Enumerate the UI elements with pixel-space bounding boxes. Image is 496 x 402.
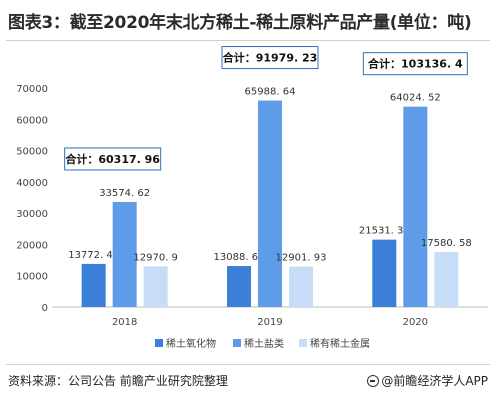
total-callout-text: 合计：103136. 4 [368, 57, 463, 71]
legend-swatch [233, 339, 241, 347]
legend-label: 稀土盐类 [244, 337, 284, 350]
brand-text: @前瞻经济学人APP [381, 374, 488, 388]
legend-label: 稀有稀土金属 [310, 337, 370, 350]
total-callout-label: 合计： [65, 152, 98, 166]
x-tick-label: 2019 [257, 317, 282, 328]
bar-chart: 0 10000 20000 30000 40000 50000 60000 70000 2018… [16, 46, 488, 350]
total-callout-box [221, 46, 319, 70]
y-tick-label: 10000 [16, 272, 48, 283]
bar [289, 266, 313, 307]
x-tick-label: 2018 [112, 317, 137, 328]
data-label: 12901. 93 [276, 253, 327, 264]
total-callout-value: 60317. 96 [98, 153, 160, 166]
legend-label: 稀土氧化物 [166, 337, 216, 350]
y-tick-label: 0 [42, 303, 48, 314]
total-callout-value: 91979. 23 [256, 52, 318, 65]
total-callout-text: 合计：91979. 23 [223, 51, 318, 65]
bar [143, 266, 168, 307]
total-callout-box [362, 52, 468, 76]
y-tick-label: 40000 [16, 178, 48, 189]
y-tick-label: 60000 [16, 115, 48, 126]
data-label: 17580. 58 [421, 238, 472, 249]
data-label: 33574. 62 [99, 188, 150, 199]
y-tick-label: 50000 [16, 147, 48, 158]
total-callout-label: 合计： [223, 51, 256, 65]
total-callout-text: 合计：60317. 96 [65, 152, 160, 166]
y-tick-label: 70000 [16, 84, 48, 95]
data-label: 13088. 66 [214, 252, 265, 263]
total-callout-box [64, 147, 162, 171]
brand-logo-icon [367, 375, 380, 387]
brand-credit: @前瞻经济学人APP [367, 372, 488, 389]
bar [81, 263, 106, 307]
data-label: 12970. 9 [133, 252, 178, 263]
legend-swatch [299, 339, 307, 347]
chart-title: 图表3：截至2020年末北方稀土-稀土原料产品产量(单位：吨) [8, 13, 472, 33]
source-note: 资料来源：公司公告 前瞻产业研究院整理 [8, 374, 228, 388]
bar [112, 201, 137, 307]
bar [434, 251, 459, 307]
data-label: 13772. 44 [68, 250, 119, 261]
data-label: 65988. 64 [245, 87, 296, 98]
footer-divider [6, 364, 490, 365]
x-tick-label: 2020 [403, 317, 428, 328]
total-callout-label: 合计： [368, 57, 401, 71]
y-tick-label: 30000 [16, 209, 48, 220]
legend-swatch [155, 339, 163, 347]
total-callout-value: 103136. 4 [401, 58, 463, 71]
y-tick-label: 20000 [16, 240, 48, 251]
bar [227, 266, 251, 307]
title-divider [6, 40, 490, 41]
data-label: 21531. 33 [359, 226, 410, 237]
bar [258, 100, 282, 307]
bar [372, 239, 397, 307]
bar [403, 106, 428, 307]
data-label: 64024. 52 [390, 93, 441, 104]
